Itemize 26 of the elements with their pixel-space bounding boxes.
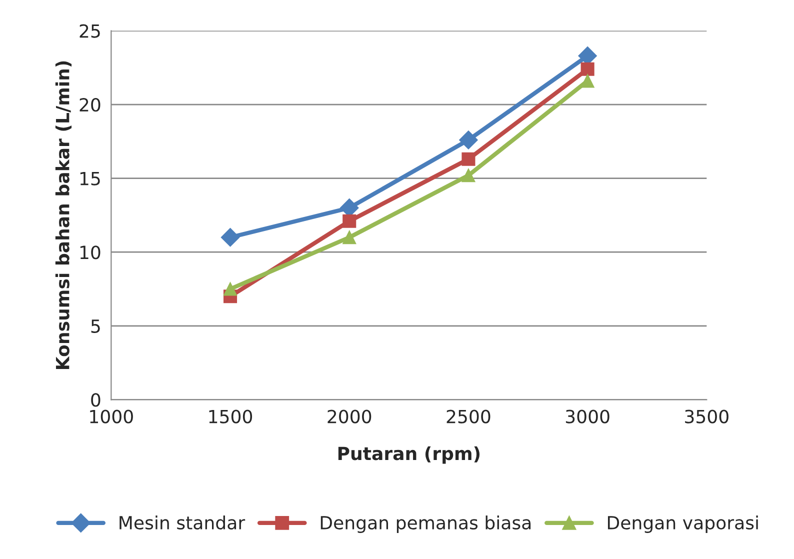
y-tick-label: 0 bbox=[91, 393, 100, 407]
x-tick-label: 3000 bbox=[566, 410, 610, 424]
y-tick-label: 20 bbox=[80, 98, 100, 112]
y-tick-label: 15 bbox=[80, 172, 100, 186]
point bbox=[220, 228, 240, 247]
legend-label: Mesin standar bbox=[120, 516, 246, 530]
y-tick-label: 25 bbox=[80, 24, 100, 38]
point bbox=[459, 130, 478, 150]
point bbox=[342, 214, 356, 228]
legend-label: Dengan vaporasi bbox=[608, 516, 758, 534]
x-axis-title: Putaran (rpm) bbox=[338, 446, 480, 464]
x-tick-label: 1000 bbox=[90, 410, 133, 424]
point bbox=[580, 74, 594, 88]
y-axis-title: Konsumsi bahan bakar (L/min) bbox=[55, 61, 72, 369]
x-tick-label: 2500 bbox=[446, 410, 490, 424]
x-tick-label: 3500 bbox=[685, 410, 728, 424]
point bbox=[462, 168, 476, 182]
y-tick-label: 10 bbox=[80, 246, 100, 260]
point bbox=[580, 62, 594, 76]
x-tick-label: 2000 bbox=[328, 410, 372, 424]
point bbox=[342, 230, 356, 244]
x-tick-label: 1500 bbox=[209, 410, 252, 424]
y-tick-label: 5 bbox=[91, 320, 100, 334]
legend-label: Dengan pemanas biasa bbox=[320, 516, 531, 534]
point bbox=[462, 152, 476, 166]
point bbox=[223, 282, 238, 296]
